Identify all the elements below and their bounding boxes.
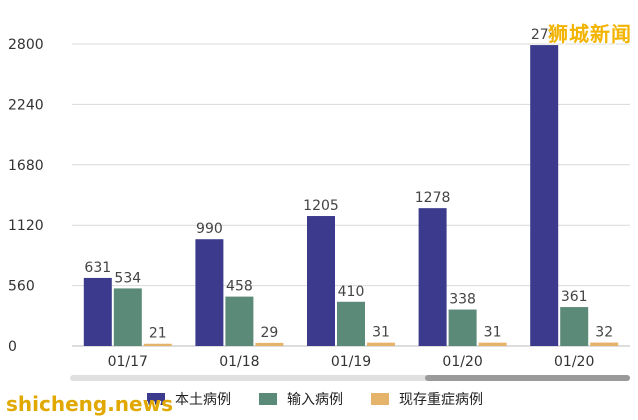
y-tick-label: 1120 <box>8 218 44 234</box>
bar <box>195 239 224 346</box>
y-tick-label: 2800 <box>8 37 44 53</box>
bar <box>225 296 254 346</box>
data-label: 31 <box>372 325 390 341</box>
legend-swatch <box>147 393 165 405</box>
bar <box>448 309 477 346</box>
data-label: 410 <box>338 284 365 300</box>
y-tick-label: 1680 <box>8 158 44 174</box>
legend-label: 输入病例 <box>287 392 343 408</box>
x-tick-label: 01/19 <box>331 354 371 370</box>
bar <box>478 342 507 346</box>
x-tick-label: 01/20 <box>554 354 594 370</box>
data-label: 21 <box>149 326 167 342</box>
x-tick-label: 01/20 <box>442 354 482 370</box>
y-tick-label: 2240 <box>8 97 44 113</box>
x-tick-label: 01/17 <box>108 354 148 370</box>
chart-scrollbar-thumb[interactable] <box>425 375 630 381</box>
bar <box>367 342 395 346</box>
y-tick-label: 560 <box>8 279 35 295</box>
y-tick-label: 0 <box>8 339 17 355</box>
data-label: 534 <box>114 270 141 286</box>
x-tick-label: 01/18 <box>219 354 259 370</box>
legend-label: 本土病例 <box>175 392 231 408</box>
bar <box>590 342 619 346</box>
data-label: 458 <box>226 279 253 295</box>
chart-scrollbar-track[interactable] <box>70 375 630 381</box>
data-label: 279 <box>531 27 558 43</box>
watermark-top-right: 狮城新闻 <box>548 22 632 46</box>
data-label: 338 <box>449 292 476 308</box>
bar <box>337 301 365 346</box>
legend-swatch <box>259 393 277 405</box>
bar <box>143 343 172 346</box>
bar <box>530 45 559 346</box>
data-label: 990 <box>196 221 223 237</box>
legend-label: 现存重症病例 <box>399 392 483 408</box>
bar <box>255 342 284 346</box>
data-label: 361 <box>561 289 588 305</box>
bar <box>560 307 589 346</box>
bar <box>307 216 335 346</box>
data-label: 29 <box>260 325 278 341</box>
data-label: 31 <box>484 325 502 341</box>
data-label: 1278 <box>415 190 451 206</box>
watermark-bottom-left: shicheng.news <box>6 392 173 416</box>
data-label: 32 <box>595 325 613 341</box>
bar <box>418 208 447 346</box>
legend-swatch <box>371 393 389 405</box>
data-label: 1205 <box>303 198 339 214</box>
bar <box>83 277 112 346</box>
data-label: 631 <box>84 260 111 276</box>
bar <box>113 288 142 346</box>
